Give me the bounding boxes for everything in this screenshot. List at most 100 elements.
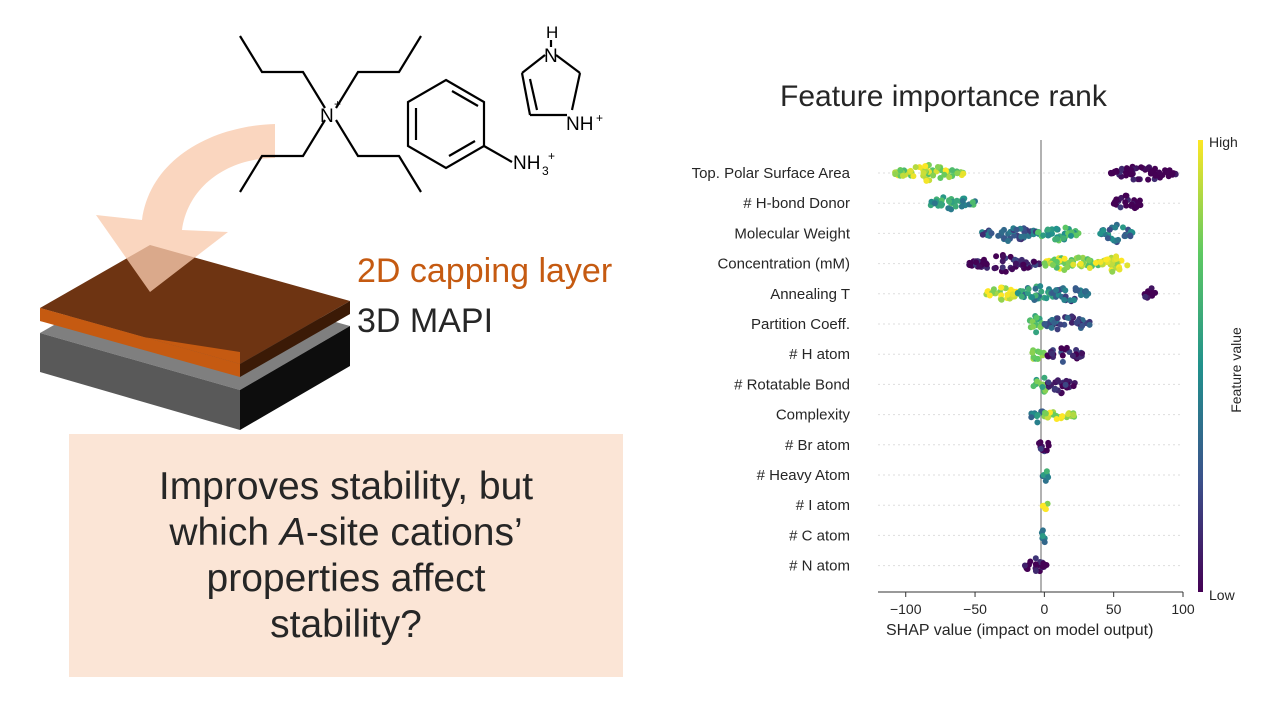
shap-point (1032, 561, 1039, 568)
shap-point (952, 203, 959, 210)
x-tick-label: 100 (1171, 601, 1195, 617)
shap-point (988, 230, 995, 237)
x-tick-label: −50 (963, 601, 987, 617)
shap-point (1086, 257, 1092, 264)
shap-point (999, 258, 1006, 265)
nitrogen-label: N (320, 106, 334, 127)
shap-point (1036, 349, 1043, 356)
shap-point (959, 198, 966, 205)
capping-layer-label: 2D capping layer (357, 252, 613, 290)
shap-point (1115, 236, 1122, 243)
shap-point (1124, 262, 1131, 269)
shap-point (1053, 287, 1060, 294)
imidazolium-h-label: H (546, 23, 558, 42)
shap-point (1009, 291, 1016, 298)
shap-point (1109, 268, 1116, 275)
shap-point (1029, 349, 1036, 356)
callout-text: Improves stability, but which A-site cati… (159, 464, 533, 648)
callout-line: which A-site cations’ (159, 510, 533, 556)
shap-point (1120, 224, 1126, 231)
imidazolium-nh-label: NH (566, 114, 593, 135)
callout-text-part: Improves stability, but (158, 464, 534, 508)
feature-label: # Br atom (785, 437, 850, 454)
shap-point (1070, 411, 1077, 418)
shap-point (1104, 235, 1111, 242)
callout-italic-text: A (279, 510, 306, 554)
shap-point (1020, 261, 1027, 268)
shap-point (1092, 259, 1099, 266)
shap-point (1057, 321, 1064, 328)
x-tick-label: 50 (1106, 601, 1122, 617)
shap-points (892, 162, 1179, 575)
shap-point (937, 200, 944, 207)
shap-point (1040, 502, 1047, 509)
shap-point (1012, 260, 1019, 267)
shap-point (1149, 289, 1156, 296)
anilinium-structure (406, 78, 513, 170)
imidazolium-n-label: N (544, 46, 558, 67)
shap-point (1037, 445, 1044, 452)
shap-point (1118, 173, 1125, 180)
feature-label: # I atom (796, 497, 850, 514)
shap-point (945, 205, 952, 212)
shap-point (934, 164, 941, 170)
shap-point (1034, 419, 1041, 426)
shap-point (1053, 416, 1060, 422)
shap-point (1122, 192, 1129, 199)
ammonium-subscript: 3 (542, 164, 549, 178)
shap-point (1007, 253, 1014, 260)
shap-point (1039, 533, 1046, 539)
shap-point (1060, 235, 1067, 242)
shap-point (920, 170, 927, 176)
shap-point (969, 199, 976, 206)
shap-point (1127, 232, 1133, 239)
tetrapropylammonium-structure (239, 35, 422, 193)
shap-point (995, 232, 1002, 239)
capping-right-face (240, 301, 350, 377)
shap-point (1078, 292, 1084, 299)
shap-point (1117, 204, 1124, 211)
shap-point (912, 164, 919, 171)
shap-point (922, 163, 929, 170)
shap-point (1058, 345, 1065, 352)
shap-point (1054, 377, 1061, 384)
shap-point (949, 167, 956, 174)
shap-point (1009, 266, 1016, 273)
mapi-label: 3D MAPI (357, 302, 494, 340)
shap-point (1128, 171, 1135, 178)
shap-point (1123, 165, 1130, 172)
shap-point (1028, 414, 1035, 421)
shap-point (1039, 384, 1046, 390)
callout-line: stability? (159, 602, 533, 648)
shap-point (998, 292, 1005, 299)
shap-point (1073, 347, 1080, 353)
shap-point (1062, 287, 1069, 294)
shap-point (1135, 176, 1142, 183)
shap-point (1032, 285, 1039, 292)
shap-point (900, 172, 906, 179)
shap-point (1045, 379, 1052, 386)
shap-point (1061, 297, 1068, 303)
shap-point (1062, 381, 1069, 388)
shap-point (1043, 295, 1050, 302)
shap-point (1103, 256, 1110, 263)
shap-point (1035, 229, 1042, 236)
shap-point (998, 229, 1005, 236)
feature-label: Top. Polar Surface Area (692, 165, 851, 182)
colorbar-low-label: Low (1209, 587, 1235, 603)
feature-label: # H atom (789, 346, 850, 363)
shap-point (1061, 255, 1068, 262)
shap-point (1039, 527, 1046, 534)
shap-point (1065, 411, 1072, 418)
shap-point (1043, 447, 1050, 454)
shap-point (1054, 315, 1061, 322)
shap-point (1033, 329, 1040, 336)
shap-point (1032, 555, 1039, 562)
imidazolium-charge: + (596, 111, 603, 125)
capping-left-edge (40, 308, 240, 377)
shap-point (1031, 258, 1038, 265)
feature-label: # Rotatable Bond (734, 376, 850, 393)
shap-point (1064, 314, 1071, 321)
shap-point (954, 170, 961, 177)
